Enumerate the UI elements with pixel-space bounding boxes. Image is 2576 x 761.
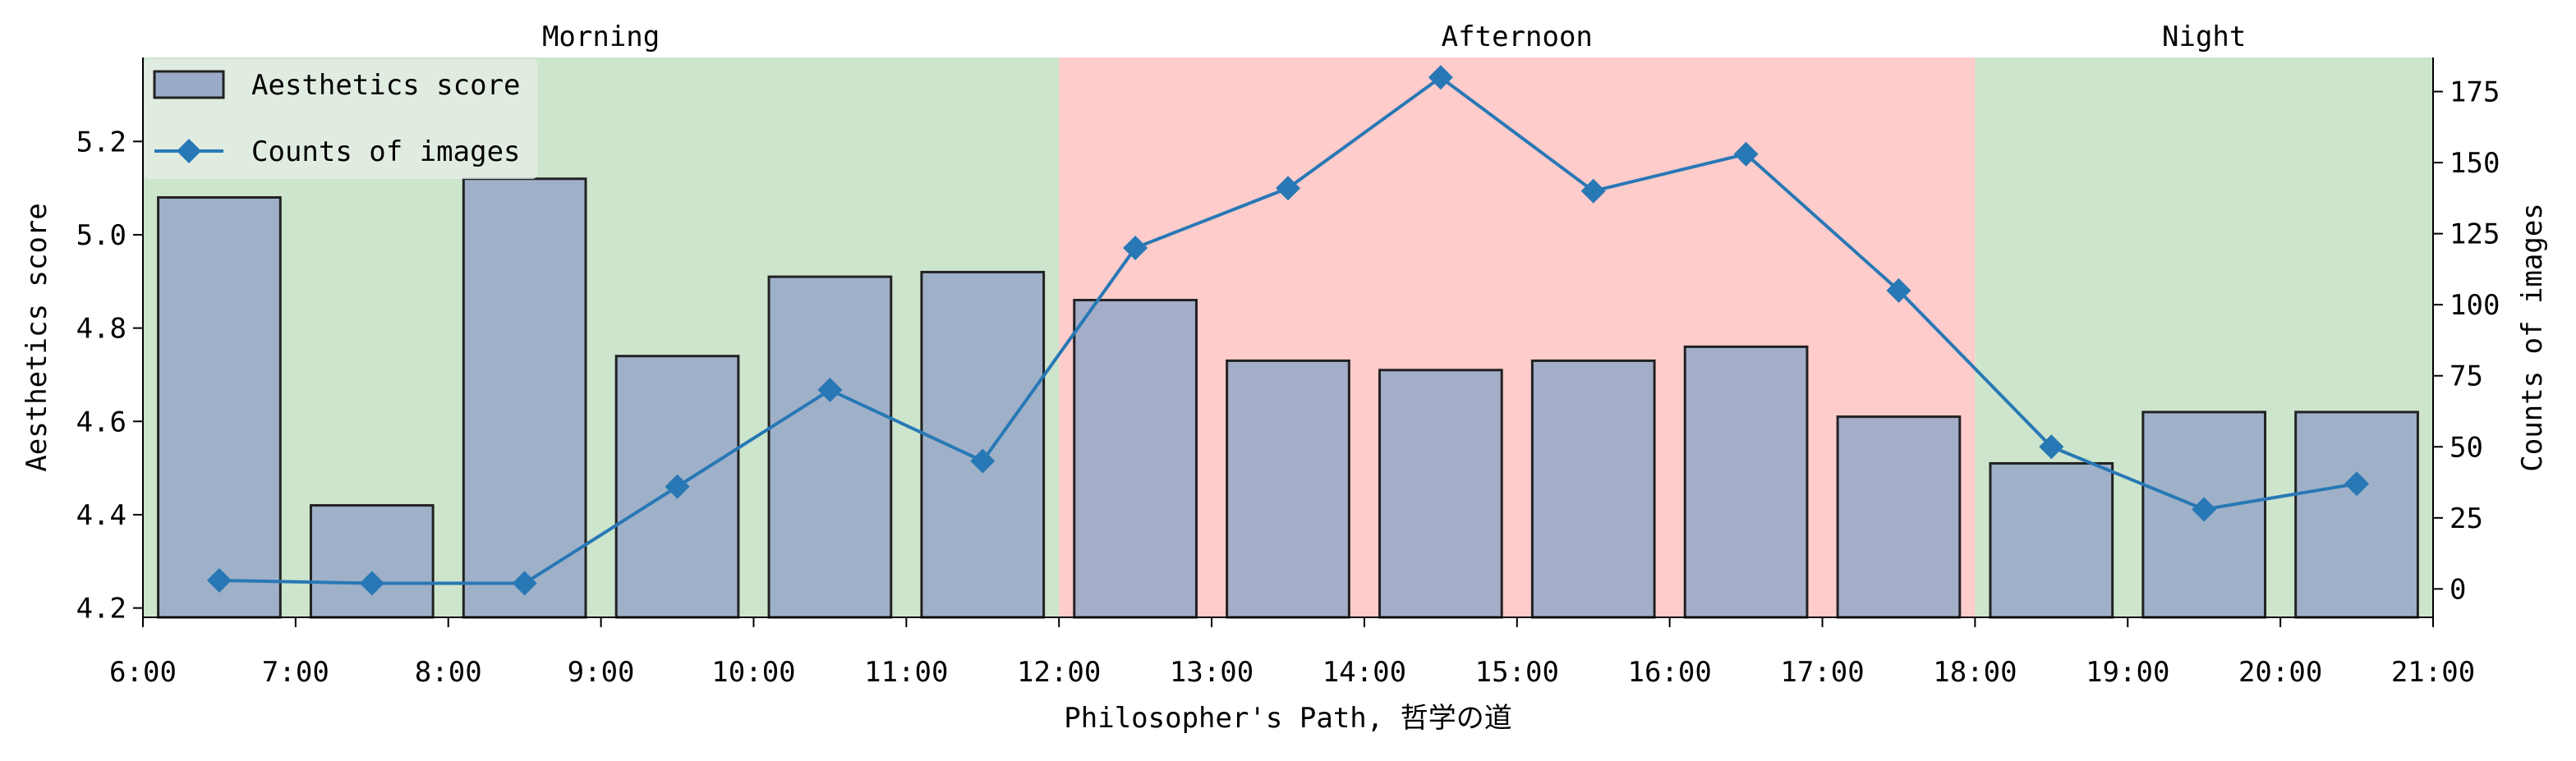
x-tick-label: 6:00 — [109, 656, 177, 689]
y2-tick-label: 50 — [2450, 431, 2483, 464]
x-tick-label: 13:00 — [1170, 656, 1254, 689]
y2-tick-label: 75 — [2450, 360, 2483, 393]
region-label-night: Night — [2162, 21, 2246, 53]
bar — [1226, 359, 1350, 619]
line-point-marker — [2344, 471, 2370, 497]
x-tick-label: 19:00 — [2086, 656, 2169, 689]
line-point-marker — [1276, 176, 1300, 201]
line-point-marker — [359, 571, 384, 596]
bar — [1989, 461, 2114, 619]
y-tick-label: 4.4 — [76, 499, 126, 532]
line-point-marker — [2192, 497, 2217, 522]
x-tick-label: 8:00 — [415, 656, 482, 689]
bar — [1378, 369, 1503, 619]
y-tick-label: 5.0 — [76, 219, 126, 252]
legend-swatch-bar — [153, 70, 225, 99]
line-point-marker — [817, 378, 843, 403]
bar — [2294, 410, 2419, 619]
bar — [1530, 359, 1656, 619]
x-tick-label: 20:00 — [2238, 656, 2322, 689]
line-series — [206, 65, 2370, 596]
line-point-marker — [512, 571, 537, 596]
x-tick-label: 16:00 — [1627, 656, 1711, 689]
bar — [462, 177, 587, 619]
y2-tick-label: 125 — [2450, 218, 2500, 251]
bar — [157, 196, 282, 619]
line-point-marker — [2039, 434, 2064, 460]
x-tick-label: 21:00 — [2391, 656, 2475, 689]
bar — [767, 275, 893, 619]
bar — [920, 270, 1046, 619]
y2-tick-label: 175 — [2450, 76, 2500, 109]
y2-tick-label: 25 — [2450, 502, 2483, 535]
y2-tick-label: 100 — [2450, 289, 2500, 322]
x-tick-label: 11:00 — [864, 656, 948, 689]
legend-label-counts: Counts of images — [251, 135, 521, 168]
x-tick-label: 17:00 — [1780, 656, 1864, 689]
y2-tick-label: 0 — [2450, 573, 2466, 606]
x-axis-label: Philosopher's Path, 哲学の道 — [1064, 702, 1511, 735]
legend-box — [145, 59, 537, 179]
y2-axis-label: Counts of images — [2516, 203, 2549, 472]
legend: Aesthetics score Counts of images — [145, 59, 537, 179]
line-point-marker — [206, 567, 232, 593]
bar-series — [157, 177, 2419, 619]
line-point-marker — [1580, 178, 1606, 204]
region-band-afternoon — [1059, 57, 1976, 617]
y-tick-label: 5.2 — [76, 126, 126, 158]
y-tick-label: 4.8 — [76, 313, 126, 346]
y2-tick-label: 150 — [2450, 147, 2500, 180]
region-label-afternoon: Afternoon — [1442, 21, 1593, 53]
x-tick-label: 15:00 — [1475, 656, 1559, 689]
region-labels: Morning Afternoon Night — [542, 21, 2246, 53]
bar — [309, 504, 435, 619]
line-point-marker — [665, 474, 690, 499]
line-point-marker — [1733, 141, 1759, 167]
line-point-marker — [970, 448, 996, 474]
axes: 6:00 7:00 8:00 9:00 10:00 11:00 12:00 13:00 14:0… — [76, 57, 2500, 689]
x-tick-label: 10:00 — [711, 656, 795, 689]
time-of-day-regions — [143, 57, 2433, 617]
y-axis-label: Aesthetics score — [21, 203, 53, 472]
x-tick-label: 9:00 — [568, 656, 635, 689]
legend-swatch-diamond-icon — [177, 139, 201, 163]
y-tick-label: 4.2 — [76, 593, 126, 626]
bar — [1836, 415, 1962, 619]
legend-label-aesthetics: Aesthetics score — [251, 69, 521, 102]
y-tick-label: 4.6 — [76, 406, 126, 438]
x-tick-label: 18:00 — [1933, 656, 2017, 689]
region-label-morning: Morning — [542, 21, 660, 53]
line-point-marker — [1886, 277, 1911, 303]
bar — [1683, 345, 1809, 619]
x-tick-label: 14:00 — [1322, 656, 1406, 689]
line-point-marker — [1428, 65, 1453, 90]
bar — [1073, 299, 1198, 619]
x-tick-label: 12:00 — [1017, 656, 1101, 689]
x-tick-label: 7:00 — [262, 656, 329, 689]
line-point-marker — [1123, 235, 1148, 260]
